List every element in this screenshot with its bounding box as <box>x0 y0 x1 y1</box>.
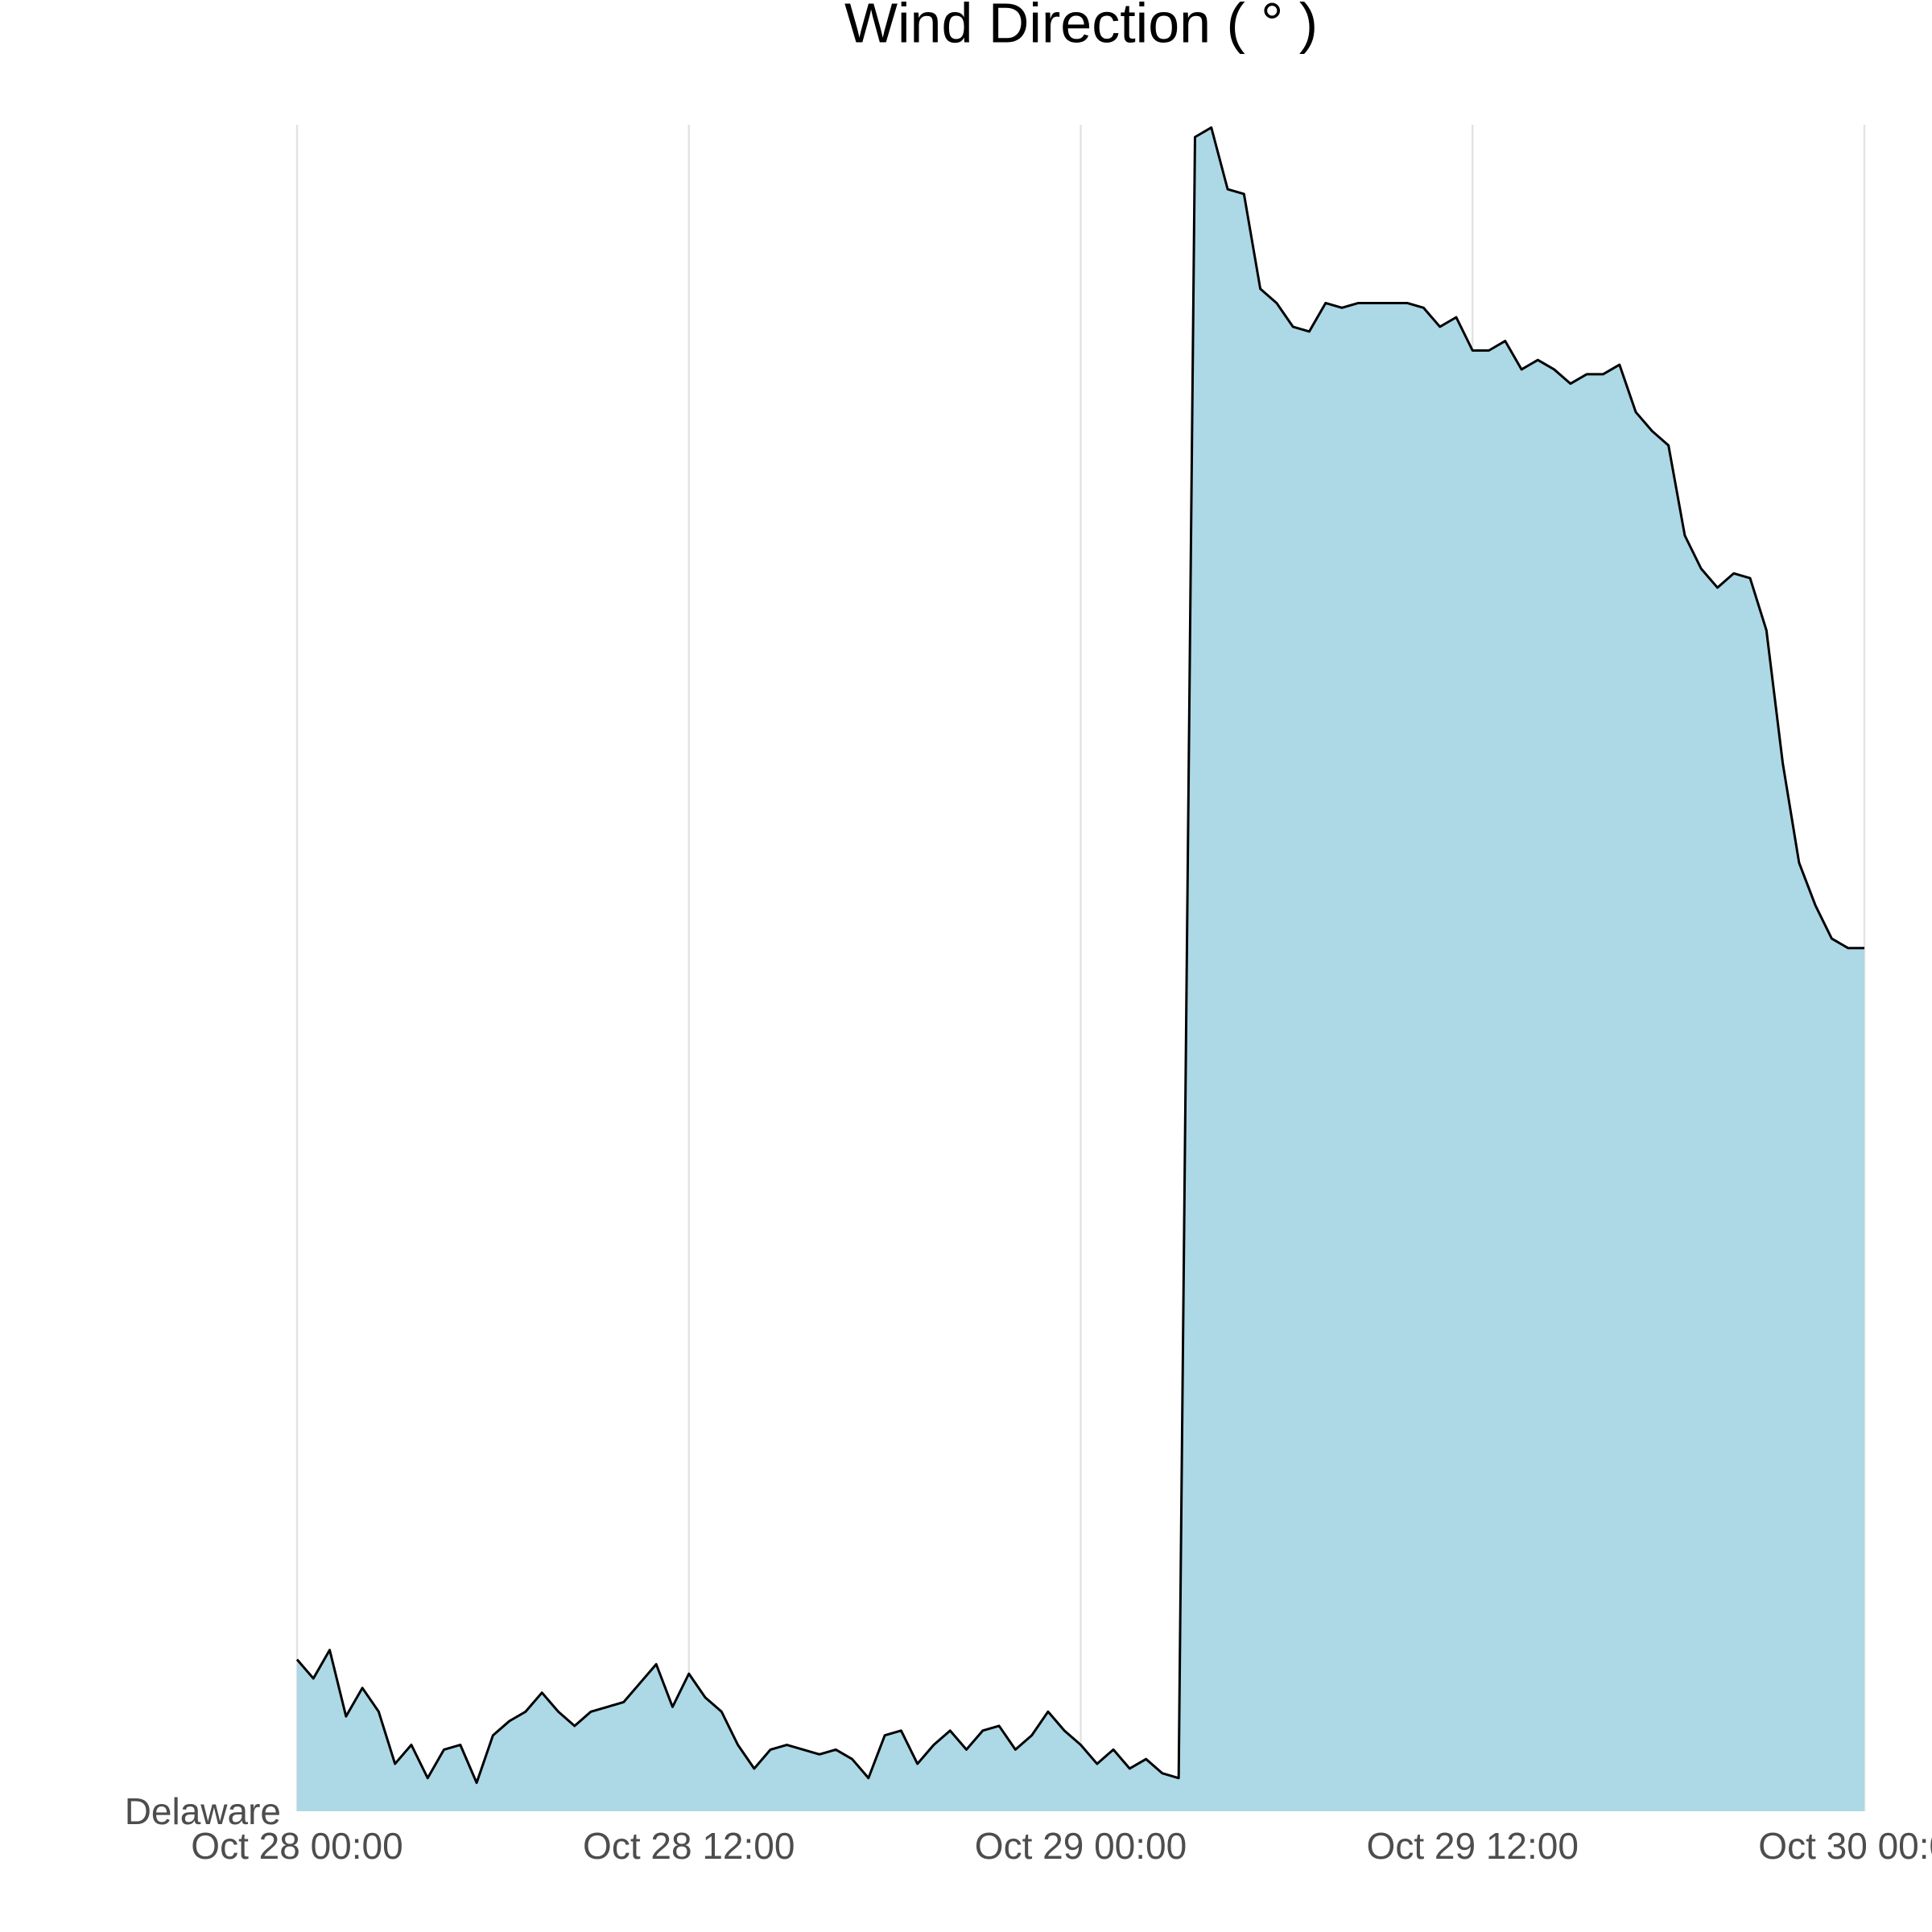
x-tick-label: Oct 30 00:00 <box>1758 1825 1932 1867</box>
area <box>297 127 1864 1812</box>
y-category-label: Delaware <box>125 1790 281 1832</box>
area-line <box>295 126 1864 1785</box>
x-tick-label: Oct 29 12:00 <box>1367 1825 1579 1867</box>
x-tick-label: Oct 29 00:00 <box>975 1825 1187 1867</box>
x-tick-label: Oct 28 12:00 <box>583 1825 795 1867</box>
chart-title: Wind Direction ( ° ) <box>844 0 1318 54</box>
x-tick-label: Oct 28 00:00 <box>191 1825 402 1867</box>
